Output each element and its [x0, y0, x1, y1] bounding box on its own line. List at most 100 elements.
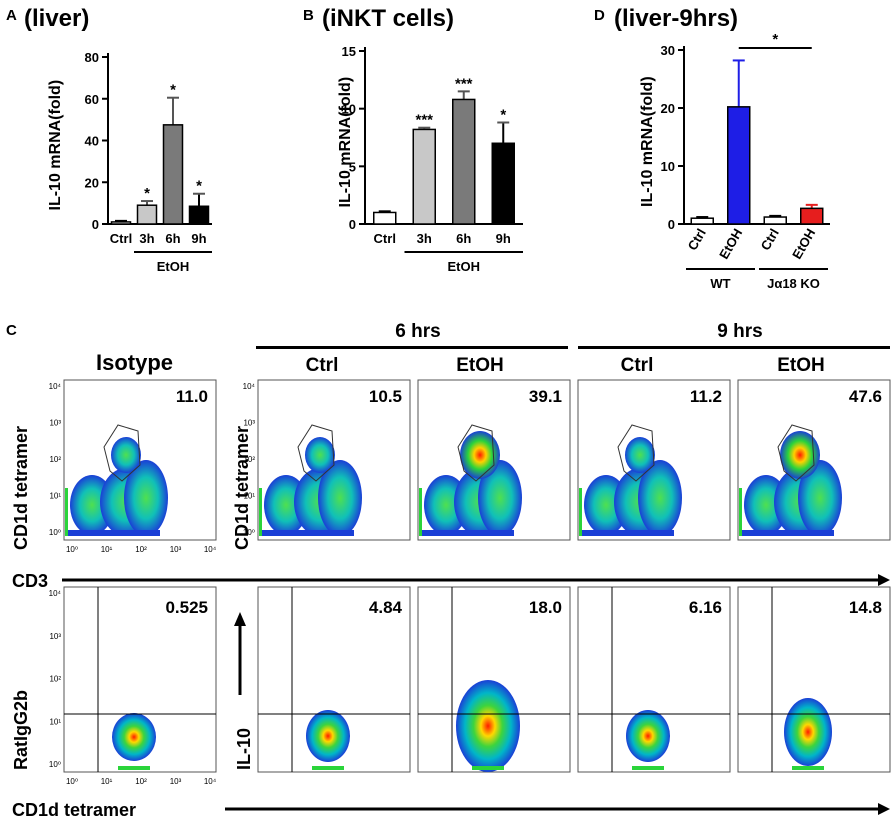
cd3-label: CD3: [12, 571, 48, 591]
cd1d-xlabel: CD1d tetramer: [12, 800, 136, 819]
group-label: EtOH: [157, 259, 190, 274]
il10-ylabel: IL-10: [234, 728, 254, 770]
bar: [373, 211, 397, 225]
population-baseline: [65, 530, 160, 536]
population-il10: [306, 710, 350, 762]
category-label: Ctrl: [110, 231, 132, 246]
cd1d-arrow-head-icon: [878, 803, 890, 815]
population-inkt: [460, 431, 500, 479]
population-baseline: [632, 766, 664, 770]
quadrant-percentage: 18.0: [529, 598, 562, 617]
category-label: 6h: [456, 231, 471, 246]
y-axis-label: IL-10 mRNA(fold): [639, 76, 656, 207]
flow-x-tick: 10²: [135, 777, 147, 786]
ratigg2b-ylabel: RatIgG2b: [11, 690, 31, 770]
flow-x-tick: 10⁰: [66, 777, 78, 786]
panel-letter-a: A: [6, 7, 17, 24]
chart-liver-9hrs: D (liver-9hrs) IL-10 mRNA(fold) 0 10 20 30 Ctrl…: [594, 5, 830, 291]
gate-percentage: 11.0: [176, 387, 208, 406]
time-group-9hrs: 9 hrs: [717, 321, 763, 342]
flow-plots-svg: 10⁰ 10¹ 10² 10³ 10⁴ 10⁰ 10¹ 10² 10³ 10⁴ 11.0 10⁰ 10¹…: [11, 379, 891, 819]
gate-polygon: [617, 424, 655, 482]
cd1d-ylabel-isotype: CD1d tetramer: [11, 426, 31, 550]
population-il10: [626, 710, 670, 762]
population-il10: [784, 698, 832, 766]
population-baseline: [312, 766, 344, 770]
population-cd3-high: [798, 460, 842, 536]
bar: [110, 221, 132, 225]
flow-y-tick: 10³: [49, 632, 61, 641]
bar-charts-svg: A (liver) IL-10 mRNA(fold) 0 20 40 60 80 Ctrl * 3h…: [6, 5, 830, 291]
gate-polygon: [297, 424, 335, 482]
gate-polygon: [777, 424, 815, 482]
flow-y-tick: 10⁰: [49, 528, 61, 537]
sub-header-9h-etoh: EtOH: [777, 355, 825, 376]
category-label: Ctrl: [685, 226, 709, 253]
flow-bottom-row: 10⁰ 10¹ 10² 10³ 10⁴ 10⁰ 10¹ 10² 10³ 10⁴ 0.525 4.84 1…: [49, 586, 891, 786]
flow-y-tick: 10²: [49, 455, 61, 464]
isotype-header: Isotype: [96, 350, 174, 375]
chart-inkt-cells: B (iNKT cells) IL-10 mRNA(fold) 0 5 10 15 Ctrl *…: [303, 5, 523, 274]
significance-marker: ***: [455, 75, 473, 92]
group-label: WT: [710, 276, 730, 291]
population-inkt: [625, 437, 655, 473]
y-tick-label: 5: [349, 159, 356, 174]
panel-letter-b: B: [303, 7, 314, 24]
bar: [727, 106, 751, 225]
flow-y-tick: 10³: [49, 419, 61, 428]
bar: [162, 124, 184, 225]
flow-y-tick: 10³: [243, 419, 255, 428]
y-axis-label: IL-10 mRNA(fold): [337, 77, 354, 208]
population-il10: [112, 713, 156, 761]
bar: [491, 142, 515, 225]
population-cd3-high: [478, 460, 522, 536]
flow-y-tick: 10¹: [49, 492, 61, 501]
flow-x-tick: 10⁴: [204, 777, 217, 786]
population-edge: [419, 488, 422, 536]
population-edge: [259, 488, 262, 536]
flow-x-tick: 10⁴: [204, 545, 217, 554]
category-label: 6h: [165, 231, 180, 246]
bar: [188, 205, 210, 225]
panel-letter-d: D: [594, 7, 605, 24]
sub-header-9h-ctrl: Ctrl: [620, 355, 654, 376]
category-label: 3h: [417, 231, 432, 246]
time-group-6hrs: 6 hrs: [395, 321, 441, 342]
y-tick-label: 15: [342, 44, 356, 59]
category-label: EtOH: [789, 226, 818, 262]
population-baseline: [419, 530, 514, 536]
population-cd3-high: [124, 460, 168, 536]
population-edge: [65, 488, 68, 536]
group-line-9hrs: [578, 346, 890, 349]
population-baseline: [739, 530, 834, 536]
flow-x-tick: 10³: [170, 777, 182, 786]
category-label: EtOH: [716, 226, 745, 262]
bar: [763, 216, 787, 225]
y-tick-label: 30: [661, 43, 675, 58]
y-tick-label: 0: [92, 217, 99, 232]
population-baseline: [579, 530, 674, 536]
quadrant-percentage: 6.16: [689, 598, 722, 617]
y-tick-label: 10: [342, 102, 356, 117]
chart-title: (liver): [24, 5, 89, 32]
population-inkt: [305, 437, 335, 473]
gate-percentage: 47.6: [849, 387, 882, 406]
gate-percentage: 39.1: [529, 387, 562, 406]
cd3-arrow-head-icon: [878, 574, 890, 586]
y-tick-label: 0: [349, 217, 356, 232]
gate-polygon: [103, 424, 141, 482]
flow-x-tick: 10³: [170, 545, 182, 554]
population-baseline: [259, 530, 354, 536]
population-baseline: [118, 766, 150, 770]
population-inkt: [780, 431, 820, 479]
flow-y-tick: 10⁴: [49, 589, 62, 598]
flow-y-tick: 10²: [49, 675, 61, 684]
il10-arrow-head-icon: [234, 612, 246, 626]
y-tick-label: 80: [85, 50, 99, 65]
y-tick-label: 20: [661, 101, 675, 116]
bar: [800, 207, 824, 225]
y-tick-label: 60: [85, 92, 99, 107]
bar: [412, 128, 436, 225]
population-inkt: [111, 437, 141, 473]
population-edge: [739, 488, 742, 536]
